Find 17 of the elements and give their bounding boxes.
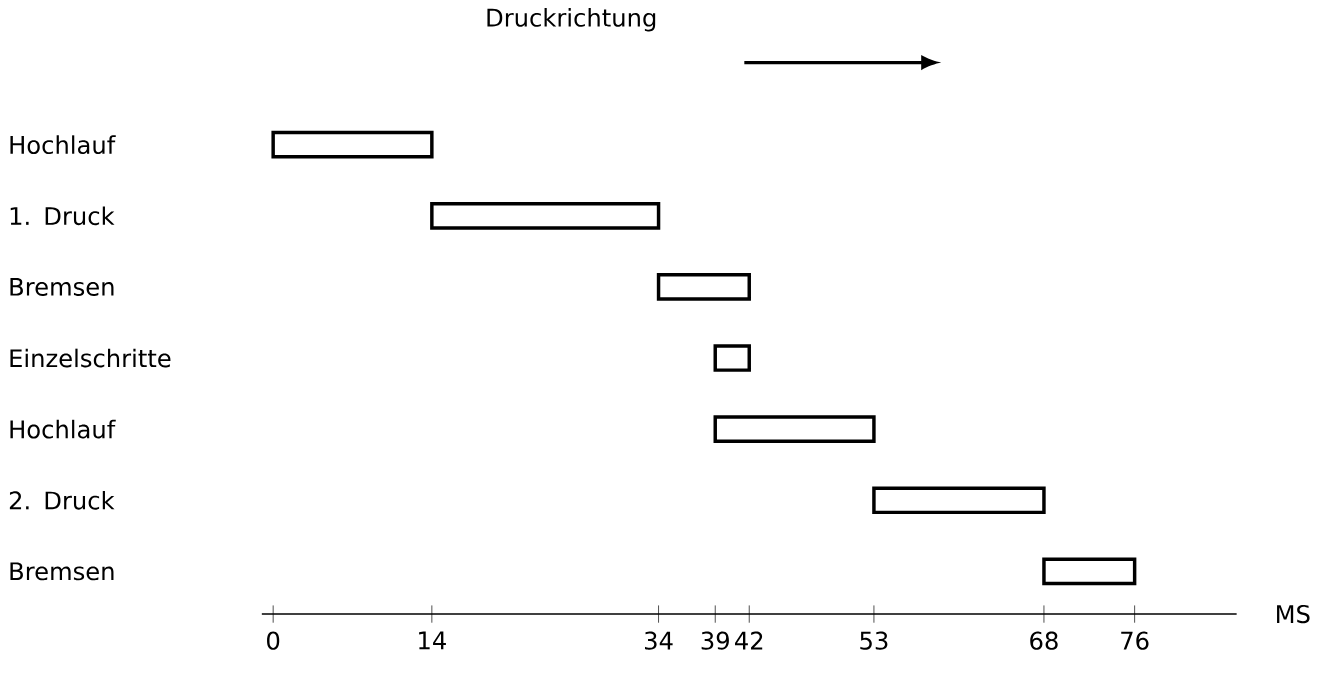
x-tick-label: 53 — [860, 631, 888, 650]
x-tick-label: 76 — [1121, 631, 1149, 650]
x-axis-title: MS — [1277, 604, 1310, 624]
x-tick-label: 14 — [419, 631, 446, 650]
x-tick-label: 39 — [701, 631, 729, 650]
y-tick-label: 2. Druck — [9, 490, 115, 510]
chart-title: Druckrichtung — [487, 8, 656, 32]
y-tick-label: Einzelschritte — [10, 348, 171, 368]
x-tick-label: 34 — [644, 631, 673, 650]
x-tick-label: 0 — [267, 631, 280, 650]
y-tick-label: Hochlauf — [10, 135, 116, 155]
y-tick-label: Bremsen — [10, 277, 114, 296]
y-tick-label: Bremsen — [10, 562, 114, 581]
x-tick-label: 68 — [1030, 631, 1058, 650]
x-tick-label: 42 — [735, 631, 763, 650]
y-tick-label: Hochlauf — [10, 419, 116, 439]
y-tick-label: 1. Druck — [10, 206, 115, 226]
